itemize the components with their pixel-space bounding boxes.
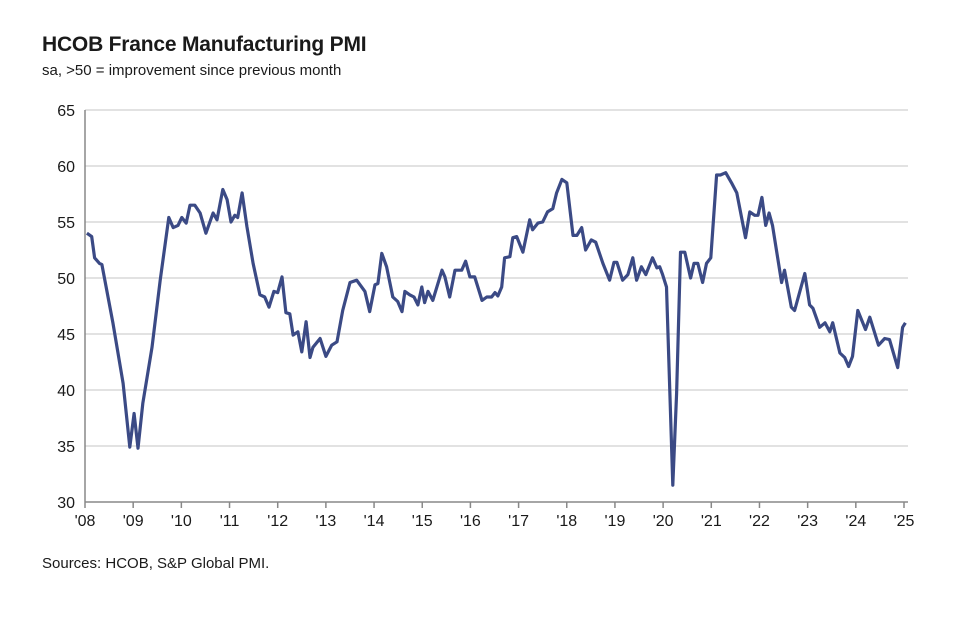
x-tick-label: '14 <box>364 513 385 530</box>
x-tick-label: '23 <box>797 513 818 530</box>
x-tick-label: '10 <box>171 513 192 530</box>
x-tick-label: '20 <box>653 513 674 530</box>
y-tick-label: 40 <box>57 383 75 400</box>
x-tick-label: '24 <box>845 513 866 530</box>
x-tick-label: '25 <box>894 513 915 530</box>
x-tick-label: '21 <box>701 513 722 530</box>
x-tick-label: '09 <box>123 513 144 530</box>
x-tick-label: '19 <box>605 513 626 530</box>
x-tick-label: '11 <box>220 513 240 530</box>
x-tick-label: '18 <box>556 513 577 530</box>
chart-title: HCOB France Manufacturing PMI <box>42 33 367 56</box>
x-tick-label: '16 <box>460 513 481 530</box>
chart-subtitle: sa, >50 = improvement since previous mon… <box>42 62 342 79</box>
y-tick-label: 30 <box>57 495 75 512</box>
x-tick-label: '08 <box>75 513 96 530</box>
x-tick-label: '15 <box>412 513 433 530</box>
y-tick-label: 35 <box>57 439 75 456</box>
y-tick-label: 55 <box>57 215 75 232</box>
pmi-series-line <box>85 171 907 487</box>
source-note: Sources: HCOB, S&P Global PMI. <box>42 555 270 572</box>
x-tick-label: '22 <box>749 513 770 530</box>
y-tick-label: 50 <box>57 271 75 288</box>
x-tick-label: '17 <box>508 513 529 530</box>
y-tick-label: 65 <box>57 103 75 120</box>
y-tick-label: 45 <box>57 327 75 344</box>
x-tick-label: '12 <box>267 513 288 530</box>
y-tick-label: 60 <box>57 159 75 176</box>
x-tick-label: '13 <box>315 513 336 530</box>
